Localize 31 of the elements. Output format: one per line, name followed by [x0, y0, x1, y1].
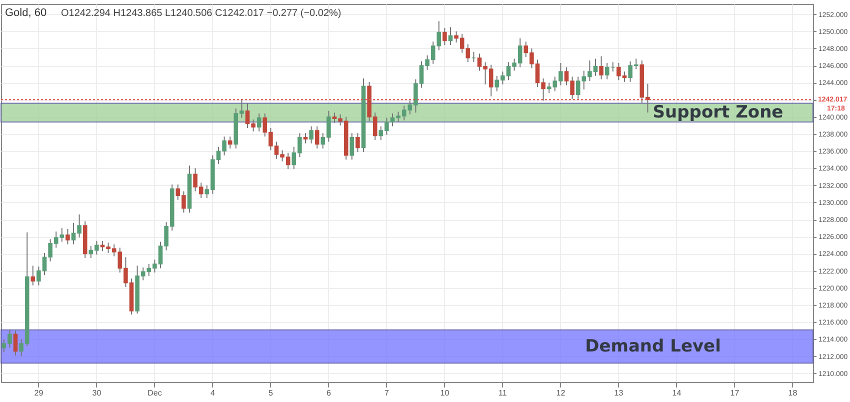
x-tick-label: 6 [326, 388, 332, 398]
candlestick [356, 132, 360, 152]
x-tick-label: 13 [614, 388, 624, 398]
x-tick-label: 14 [672, 388, 682, 398]
x-tick-label: 10 [440, 388, 450, 398]
band-label: Support Zone [652, 102, 784, 123]
candlestick [228, 136, 232, 150]
x-tick-label: 30 [92, 388, 102, 398]
x-tick-label: 7 [384, 388, 390, 398]
chart-subtitle: O1242.294 H1243.865 L1240.506 C1242.017 −0.277 (−0.02%) [61, 8, 342, 19]
x-tick-label: 17 [730, 388, 740, 398]
candlestick [309, 126, 314, 144]
x-tick-label: 29 [34, 388, 44, 398]
candlestick [442, 27, 447, 46]
candlestick [448, 26, 453, 46]
x-tick-label: 5 [268, 388, 274, 398]
x-tick-label: 11 [498, 388, 508, 398]
chart-title: Gold, 60 [5, 7, 47, 19]
candlestick [599, 56, 604, 80]
candlestick [303, 132, 308, 144]
candlestick [13, 330, 18, 356]
candlestick [256, 112, 262, 132]
candlestick [314, 126, 320, 150]
x-tick-label: 4 [210, 388, 216, 398]
x-tick-label: 18 [788, 388, 798, 398]
x-tick-label: 12 [556, 388, 566, 398]
candlestick [66, 228, 70, 245]
candlestick [30, 265, 36, 286]
band-label: Demand Level [585, 336, 721, 357]
candlestick [350, 132, 354, 160]
x-tick-label: Dec [148, 388, 162, 398]
